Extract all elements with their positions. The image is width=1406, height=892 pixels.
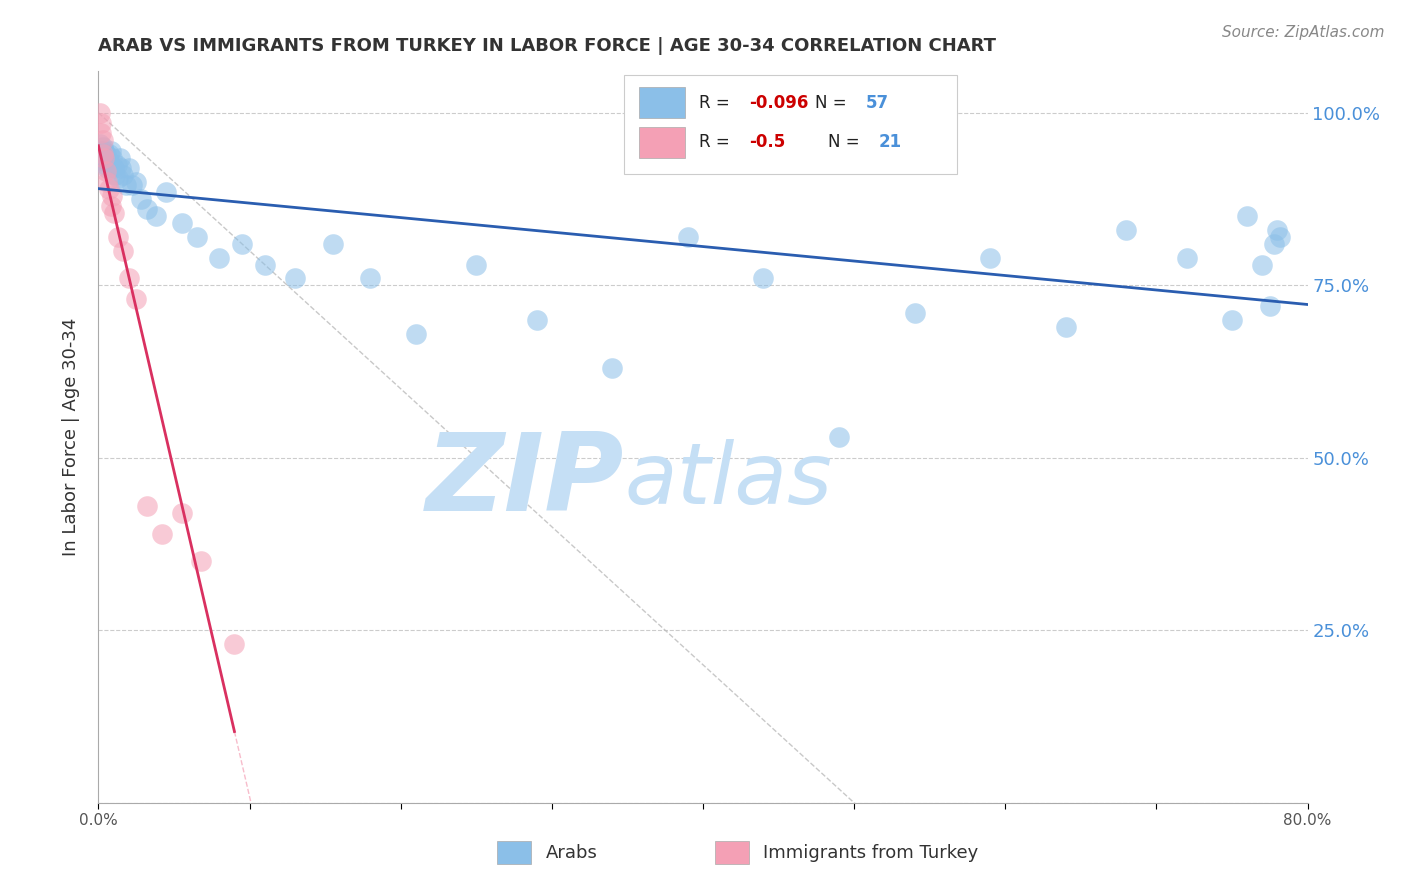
Point xyxy=(93,151,115,165)
Text: ZIP: ZIP xyxy=(426,428,624,534)
Point xyxy=(1236,209,1258,223)
Point xyxy=(186,230,208,244)
Point xyxy=(1267,223,1289,237)
Point xyxy=(1115,223,1137,237)
Point xyxy=(155,185,177,199)
Point xyxy=(1175,251,1198,265)
Point xyxy=(101,151,124,165)
Point xyxy=(322,236,344,251)
Point xyxy=(103,161,125,175)
Point xyxy=(224,637,246,651)
Point xyxy=(1258,299,1281,313)
Point xyxy=(91,147,114,161)
Point xyxy=(752,271,775,285)
Point xyxy=(1251,258,1274,272)
Point xyxy=(91,147,114,161)
Text: Source: ZipAtlas.com: Source: ZipAtlas.com xyxy=(1222,25,1385,40)
Text: R =: R = xyxy=(699,94,735,112)
Point xyxy=(904,306,927,320)
Text: Arabs: Arabs xyxy=(546,844,598,862)
Point xyxy=(284,271,307,285)
Point xyxy=(93,154,115,169)
Point xyxy=(98,182,121,196)
Point xyxy=(96,151,118,165)
Point xyxy=(89,105,111,120)
FancyBboxPatch shape xyxy=(716,841,749,864)
Point xyxy=(208,251,231,265)
Point xyxy=(93,144,115,158)
Point xyxy=(979,251,1001,265)
Point xyxy=(253,258,276,272)
Point xyxy=(114,178,136,193)
Text: -0.5: -0.5 xyxy=(749,133,785,152)
Point xyxy=(118,161,141,175)
FancyBboxPatch shape xyxy=(624,75,957,174)
Point xyxy=(90,116,112,130)
Point xyxy=(135,499,157,513)
Point xyxy=(118,271,141,285)
Point xyxy=(145,209,167,223)
Point xyxy=(98,147,121,161)
Point xyxy=(170,506,193,520)
Point xyxy=(125,175,148,189)
Y-axis label: In Labor Force | Age 30-34: In Labor Force | Age 30-34 xyxy=(62,318,80,557)
Text: atlas: atlas xyxy=(624,440,832,523)
Point xyxy=(89,136,111,151)
Text: N =: N = xyxy=(828,133,865,152)
FancyBboxPatch shape xyxy=(638,127,685,158)
Text: 21: 21 xyxy=(879,133,901,152)
Point xyxy=(110,161,132,175)
Point xyxy=(231,236,253,251)
Point xyxy=(103,206,125,220)
Point xyxy=(1054,319,1077,334)
Point xyxy=(111,244,134,258)
Point xyxy=(91,140,114,154)
Point xyxy=(465,258,488,272)
Point xyxy=(107,230,129,244)
Point xyxy=(100,199,122,213)
Point xyxy=(94,157,117,171)
Point xyxy=(111,168,134,182)
Point xyxy=(94,147,117,161)
Point xyxy=(526,312,548,326)
Text: 57: 57 xyxy=(866,94,890,112)
Point xyxy=(101,188,124,202)
Point xyxy=(90,144,112,158)
Point xyxy=(1263,236,1285,251)
Point xyxy=(104,168,127,182)
Point xyxy=(90,127,112,141)
Point xyxy=(105,157,128,171)
Point xyxy=(96,175,118,189)
Text: -0.096: -0.096 xyxy=(749,94,808,112)
Point xyxy=(1270,230,1292,244)
Point xyxy=(135,202,157,217)
Point xyxy=(405,326,427,341)
Point xyxy=(1220,312,1243,326)
Text: N =: N = xyxy=(815,94,852,112)
Point xyxy=(170,216,193,230)
Point xyxy=(108,151,131,165)
Point xyxy=(121,178,143,193)
Point xyxy=(94,164,117,178)
FancyBboxPatch shape xyxy=(498,841,531,864)
Point xyxy=(190,554,212,568)
Point xyxy=(98,154,121,169)
Point xyxy=(91,133,114,147)
Point xyxy=(90,151,112,165)
Point xyxy=(96,161,118,175)
Point xyxy=(602,361,624,376)
FancyBboxPatch shape xyxy=(638,87,685,118)
Point xyxy=(100,144,122,158)
Text: R =: R = xyxy=(699,133,735,152)
Point xyxy=(828,430,851,444)
Point xyxy=(129,192,152,206)
Point xyxy=(676,230,699,244)
Point xyxy=(125,292,148,306)
Point xyxy=(360,271,382,285)
Text: ARAB VS IMMIGRANTS FROM TURKEY IN LABOR FORCE | AGE 30-34 CORRELATION CHART: ARAB VS IMMIGRANTS FROM TURKEY IN LABOR … xyxy=(98,37,997,54)
Point xyxy=(150,526,173,541)
Text: Immigrants from Turkey: Immigrants from Turkey xyxy=(763,844,979,862)
Point xyxy=(107,171,129,186)
